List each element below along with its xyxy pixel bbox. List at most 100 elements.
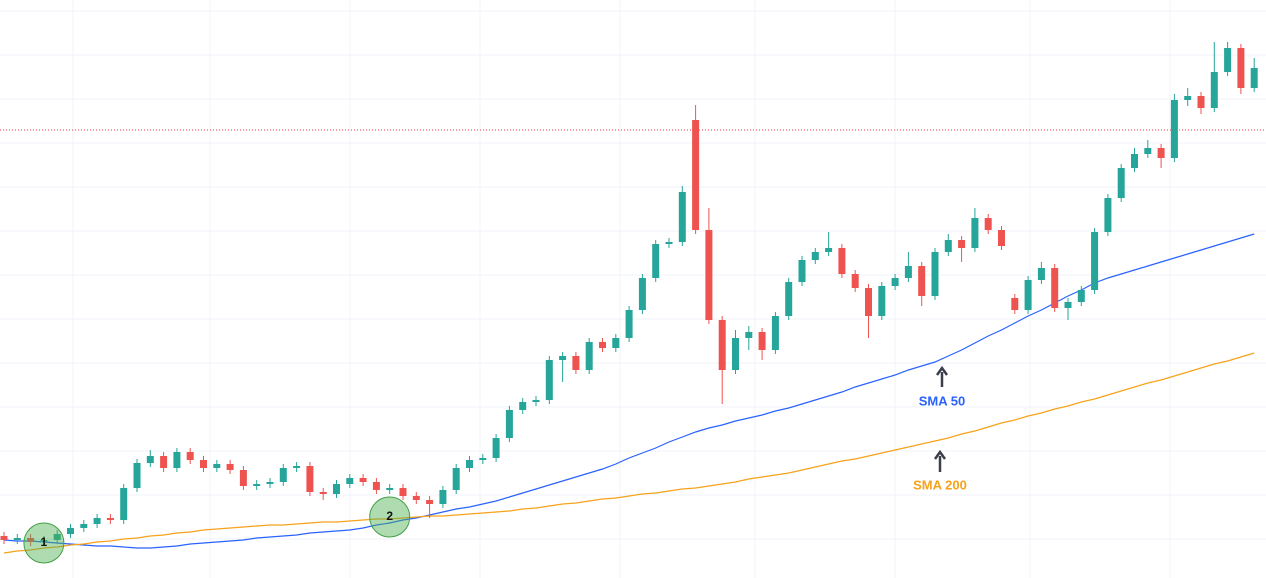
candle-body	[944, 240, 952, 252]
candle-body	[1104, 198, 1112, 232]
candle-body	[93, 518, 101, 524]
candle-body	[386, 488, 394, 490]
candle-body	[186, 452, 194, 460]
candle-body	[1037, 268, 1045, 280]
arrow-head	[933, 449, 947, 460]
candle-body	[1051, 268, 1059, 308]
candle-body	[399, 488, 407, 496]
candle-body	[53, 534, 61, 540]
candle-body	[333, 484, 340, 494]
candle-body	[412, 496, 420, 500]
candle-body	[918, 266, 926, 296]
candle-body	[519, 402, 527, 410]
candle-body	[1197, 96, 1205, 108]
candle-body	[612, 338, 620, 348]
sma-line	[3, 233, 1255, 549]
candle-body	[120, 488, 128, 520]
candle-body	[319, 492, 327, 494]
candle-body	[346, 478, 354, 484]
candle-body	[505, 410, 513, 438]
candle-body	[718, 320, 726, 370]
candle-body	[811, 252, 819, 260]
candle-body	[891, 278, 899, 286]
candle-body	[732, 338, 739, 370]
candle-body	[80, 524, 88, 528]
candle-body	[705, 230, 713, 320]
arrow-head	[935, 365, 949, 376]
candle-body	[492, 438, 500, 458]
candle-body	[279, 468, 287, 482]
candle-body	[173, 452, 181, 468]
series-label: SMA 200	[913, 477, 967, 492]
candle-body	[1224, 48, 1232, 72]
candle-body	[466, 460, 473, 468]
candle-body	[1011, 298, 1019, 310]
candle-body	[1184, 96, 1192, 100]
candle-body	[1077, 290, 1085, 302]
candle-body	[426, 500, 434, 504]
candle-body	[146, 456, 154, 463]
candle-body	[1144, 148, 1152, 154]
candle-body	[226, 464, 234, 470]
candle-body	[865, 288, 872, 316]
marker-label: 2	[386, 509, 393, 523]
marker-circle	[23, 522, 65, 564]
candle-body	[572, 356, 580, 370]
candle-body	[1210, 72, 1218, 108]
candle-body	[638, 278, 646, 310]
candle-body	[665, 242, 673, 244]
candle-body	[239, 470, 247, 486]
candle-body	[904, 266, 912, 278]
marker-circle	[369, 496, 411, 538]
candle-body	[838, 248, 846, 274]
candle-body	[1117, 168, 1125, 198]
candle-body	[0, 536, 8, 540]
candle-body	[798, 260, 806, 282]
candle-body	[200, 460, 207, 468]
candle-body	[931, 252, 939, 296]
candle-body	[253, 484, 261, 486]
candle-body	[851, 274, 859, 288]
candle-body	[984, 218, 992, 230]
candle-body	[1024, 280, 1032, 310]
candle-body	[479, 458, 487, 460]
candle-body	[585, 342, 593, 370]
candle-body	[27, 538, 35, 542]
candle-body	[67, 528, 74, 534]
candle-body	[692, 120, 700, 230]
candle-body	[971, 218, 979, 248]
series-label: SMA 50	[919, 393, 965, 408]
candle-body	[785, 282, 793, 316]
candle-body	[1091, 232, 1099, 290]
candle-body	[106, 518, 114, 520]
candle-body	[998, 230, 1005, 246]
candle-body	[40, 540, 48, 542]
candle-body	[452, 468, 460, 490]
candle-body	[745, 332, 753, 338]
candle-body	[266, 482, 274, 484]
vertical-grid	[72, 0, 1171, 578]
candle-body	[1064, 302, 1072, 308]
candle-body	[359, 478, 367, 482]
candle-body	[559, 356, 567, 360]
candle-body	[372, 482, 380, 490]
candle-body	[878, 286, 886, 316]
candle-body	[599, 342, 606, 348]
candle-body	[1250, 68, 1258, 88]
candle-body	[213, 464, 221, 468]
candle-body	[771, 316, 779, 350]
candle-body	[625, 310, 633, 338]
candle-body	[439, 490, 447, 504]
candle-body	[1237, 48, 1245, 88]
candle-body	[652, 244, 660, 278]
candle-body	[1157, 148, 1165, 158]
candle-body	[13, 538, 21, 540]
candle-body	[306, 466, 314, 492]
candle-body	[293, 466, 301, 468]
marker-label: 1	[41, 535, 48, 549]
candle-body	[958, 240, 966, 248]
candle-body	[825, 248, 833, 252]
candle-body	[545, 360, 553, 400]
sma-line	[3, 352, 1255, 554]
candle-body	[1131, 154, 1138, 168]
